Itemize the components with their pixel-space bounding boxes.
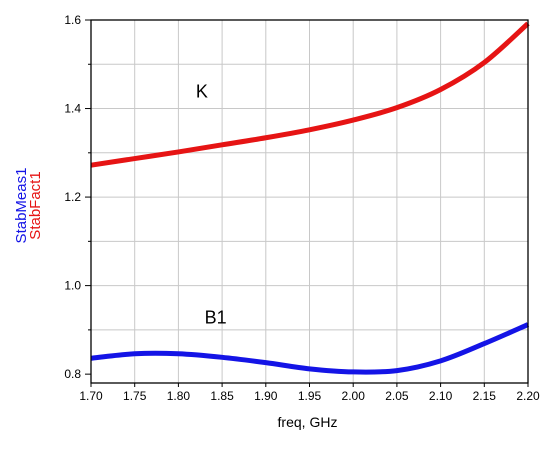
x-tick-label: 1.95 <box>298 389 322 403</box>
plot-frame <box>90 19 529 384</box>
y-tick-label: 1.2 <box>64 190 81 204</box>
x-tick-label: 1.90 <box>254 389 278 403</box>
y-label-stabmeas1: StabMeas1 <box>13 168 30 244</box>
y-tick-label: 0.8 <box>64 367 81 381</box>
y-axis-label: StabMeas1StabFact1 <box>13 168 44 244</box>
x-tick-label: 2.10 <box>429 389 453 403</box>
x-tick-label: 2.00 <box>342 389 366 403</box>
x-tick-label: 1.80 <box>167 389 191 403</box>
x-tick-label: 1.70 <box>79 389 103 403</box>
curve-label-b1: B1 <box>205 308 227 328</box>
series-line-stabfact1 <box>90 21 530 168</box>
series-layer <box>90 21 530 375</box>
tick-labels: 1.70 1.75 1.80 1.85 1.90 1.95 2.00 2.05 2.10 2.15… <box>64 13 540 403</box>
series-line-stabmeas1 <box>90 322 529 375</box>
curve-label-k: K <box>196 81 208 101</box>
x-tick-label: 1.75 <box>123 389 147 403</box>
x-tick-label: 2.20 <box>516 389 540 403</box>
x-tick-label: 2.15 <box>473 389 497 403</box>
y-tick-label: 1.0 <box>64 279 81 293</box>
grid <box>91 20 528 383</box>
x-tick-label: 1.85 <box>210 389 234 403</box>
y-label-stabfact1: StabFact1 <box>27 171 44 239</box>
x-tick-label: 2.05 <box>385 389 409 403</box>
y-tick-label: 1.6 <box>64 13 81 27</box>
annotations: K B1 <box>196 81 227 327</box>
x-axis-label: freq, GHz <box>278 414 338 430</box>
y-tick-label: 1.4 <box>64 102 81 116</box>
